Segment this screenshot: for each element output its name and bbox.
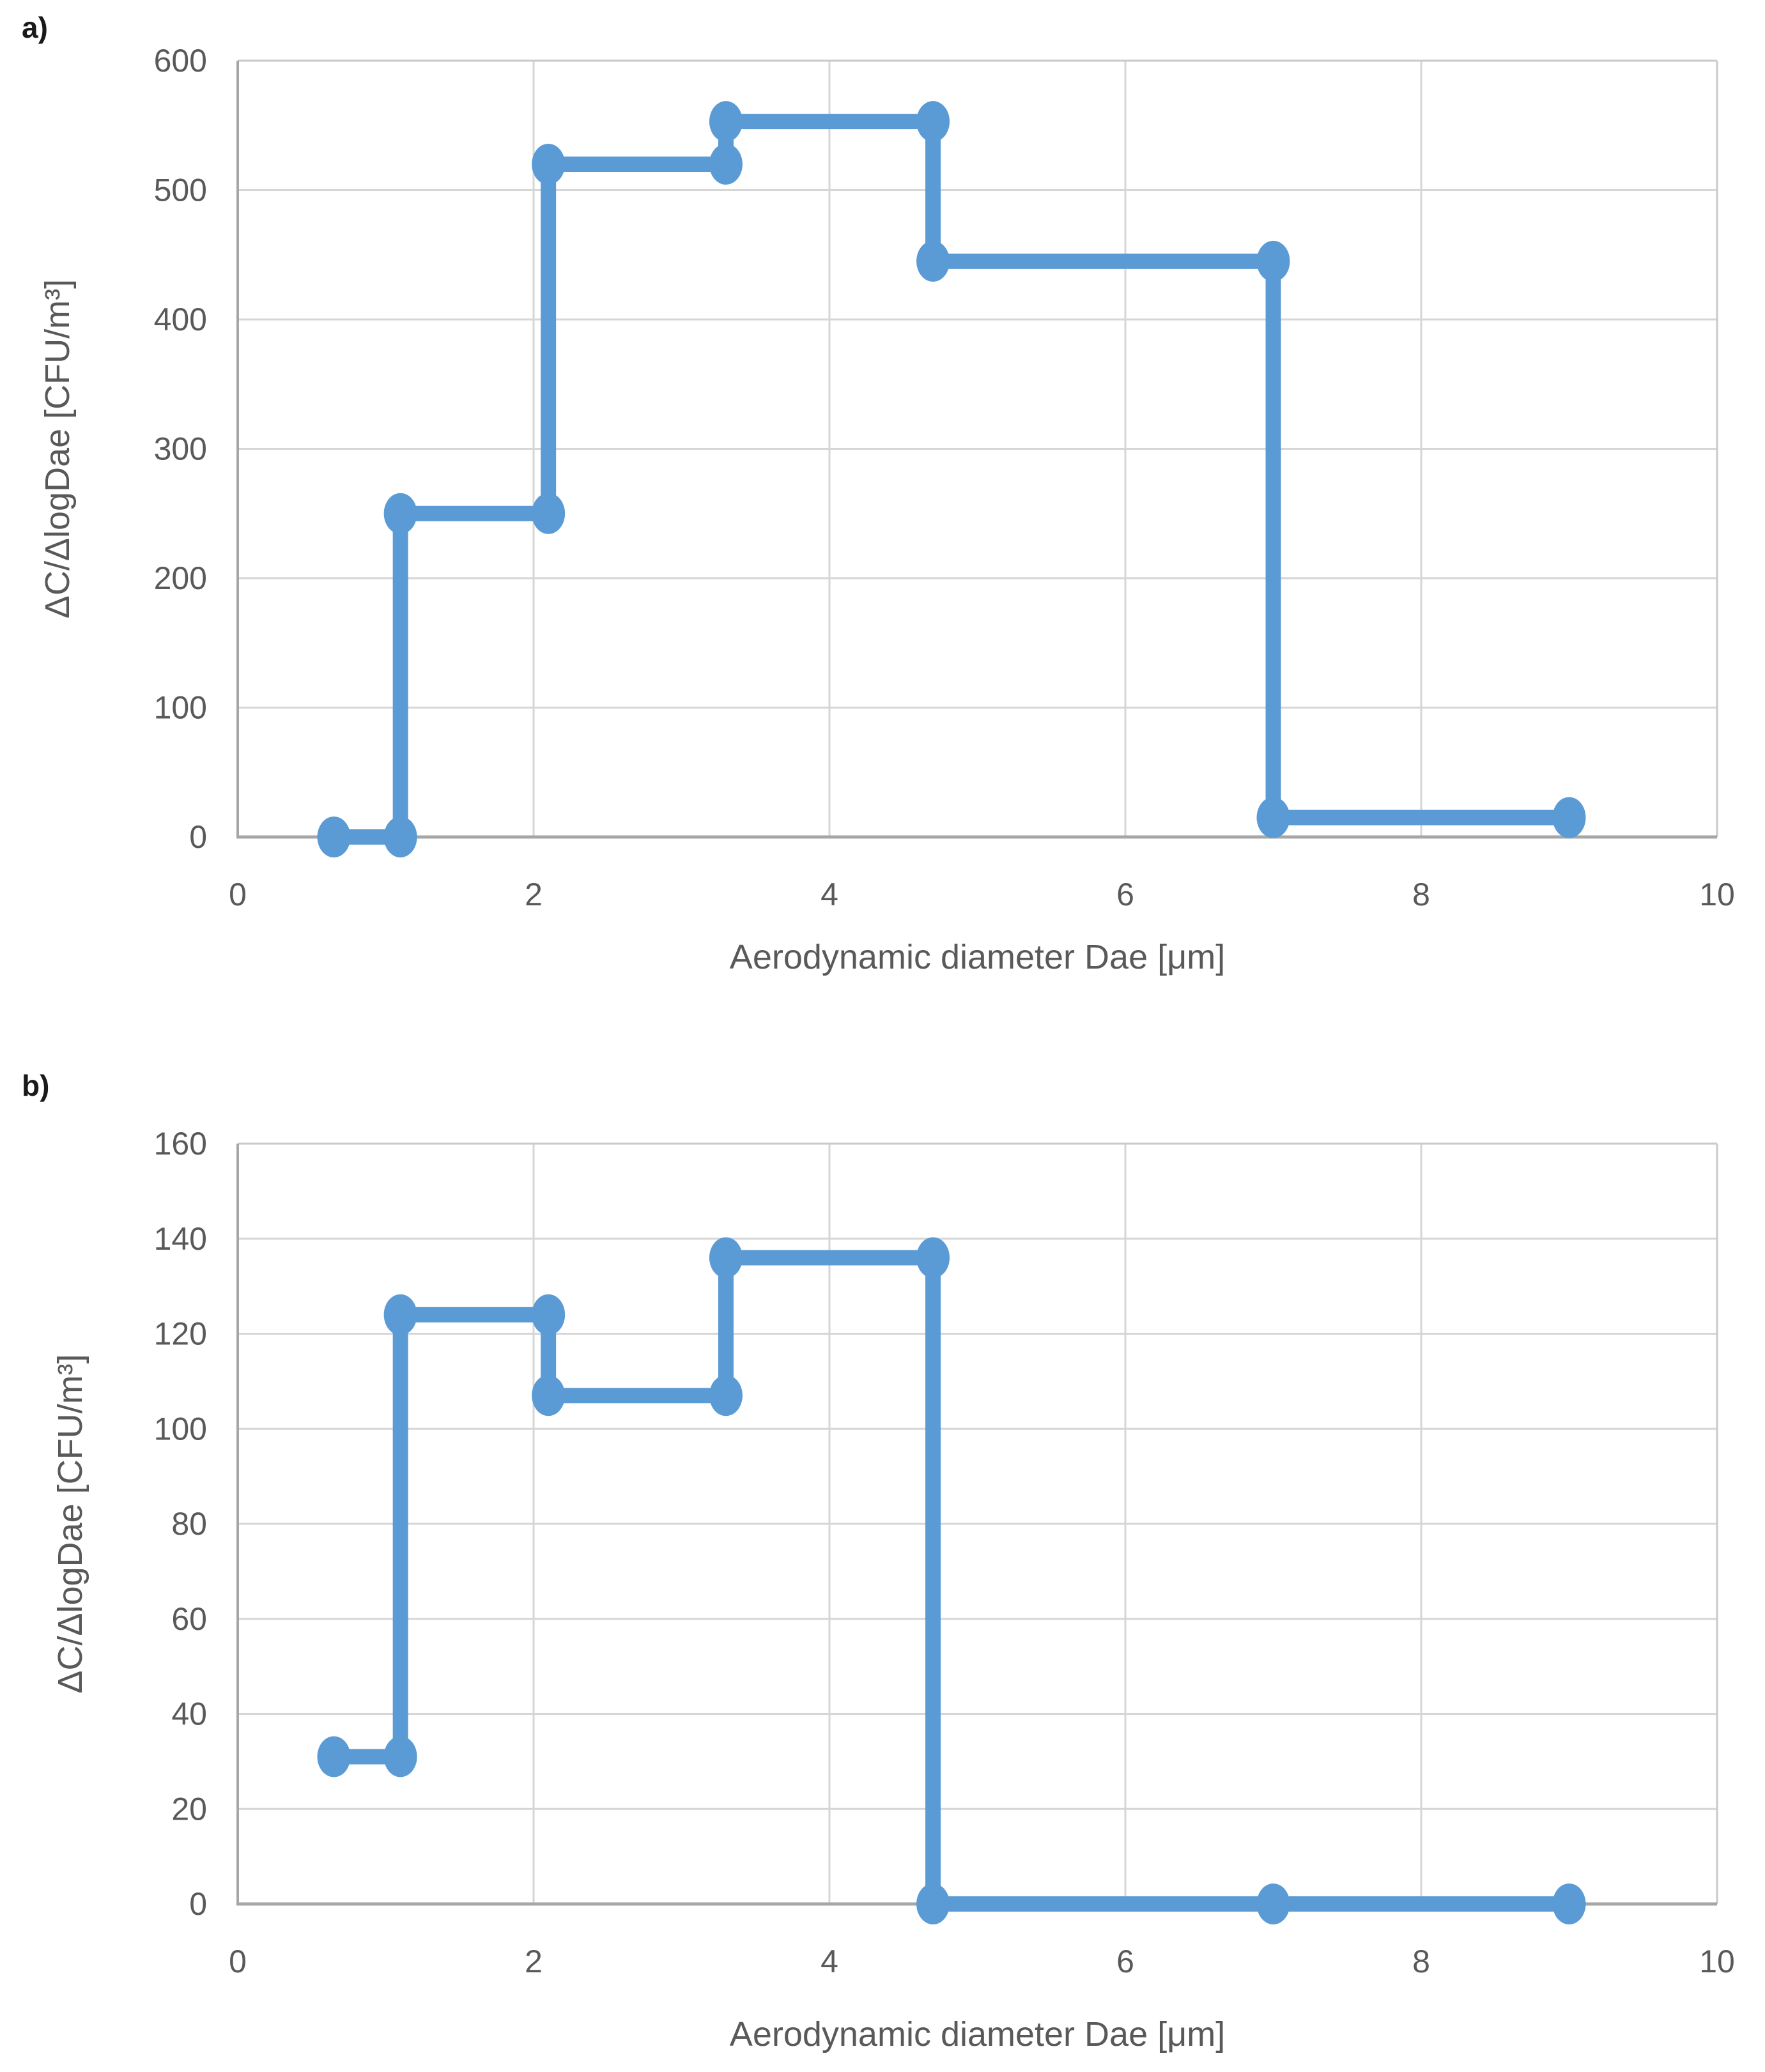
data-point-marker (532, 1375, 566, 1416)
data-point-marker (916, 1237, 950, 1278)
data-point-marker (383, 493, 417, 534)
y-tick-label: 600 (154, 43, 207, 79)
x-axis-title: Aerodynamic diameter Dae [μm] (730, 2015, 1225, 2053)
data-point-marker (1552, 1884, 1586, 1924)
data-point-marker (1256, 1884, 1290, 1924)
x-tick-label: 10 (1699, 1944, 1735, 1979)
data-point-marker (1256, 797, 1290, 838)
y-tick-label: 20 (171, 1791, 207, 1827)
data-point-marker (1256, 240, 1290, 282)
data-point-marker (916, 101, 950, 142)
y-axis-title: ΔC/ΔlogDae [CFU/m³] (38, 279, 77, 618)
y-tick-label: 500 (154, 173, 207, 208)
data-point-marker (709, 101, 743, 142)
series-step-line (326, 114, 1577, 845)
data-point-marker (383, 817, 417, 857)
y-tick-label: 60 (171, 1601, 207, 1637)
chart-panel-a: 0 100 200 300 400 500 600 0 2 4 6 8 10 Aerodynamic di… (38, 43, 1735, 976)
x-tick-label: 8 (1412, 1944, 1430, 1979)
y-axis-title: ΔC/ΔlogDae [CFU/m³] (51, 1354, 89, 1693)
x-axis-title: Aerodynamic diameter Dae [μm] (730, 938, 1225, 976)
y-tick-label: 120 (154, 1316, 207, 1352)
data-point-marker (709, 1237, 743, 1278)
y-tick-label: 200 (154, 560, 207, 596)
x-tick-label: 6 (1116, 1944, 1134, 1979)
data-point-marker (317, 1736, 351, 1777)
data-point-marker (532, 1294, 566, 1335)
data-point-marker (916, 1884, 950, 1924)
x-tick-label: 2 (525, 877, 543, 912)
x-tick-label: 6 (1116, 877, 1134, 912)
x-tick-label: 0 (229, 1944, 247, 1979)
data-point-marker (532, 493, 566, 534)
y-tick-label: 0 (189, 819, 207, 855)
panel-label-a: a) (22, 11, 48, 44)
x-tick-label: 4 (821, 877, 838, 912)
x-tick-label: 8 (1412, 877, 1430, 912)
y-tick-label: 140 (154, 1221, 207, 1257)
x-tick-label: 4 (821, 1944, 838, 1979)
data-point-marker (709, 144, 743, 185)
y-tick-label: 100 (154, 1411, 207, 1447)
x-tick-label: 10 (1699, 877, 1735, 912)
data-point-marker (317, 817, 351, 857)
data-point-marker (916, 240, 950, 282)
data-point-marker (1552, 797, 1586, 838)
chart-panel-b: 0 20 40 60 80 100 120 140 160 0 2 4 6 8 10 Aerodynamic … (51, 1126, 1735, 2053)
y-tick-label: 160 (154, 1126, 207, 1162)
series-step-line (326, 1250, 1577, 1912)
data-point-marker (709, 1375, 743, 1416)
x-tick-label: 2 (525, 1944, 543, 1979)
y-tick-label: 400 (154, 302, 207, 337)
data-point-marker (383, 1736, 417, 1777)
y-tick-label: 100 (154, 690, 207, 726)
y-tick-label: 0 (189, 1886, 207, 1922)
x-tick-label: 0 (229, 877, 247, 912)
y-tick-label: 300 (154, 431, 207, 467)
panel-label-b: b) (22, 1069, 50, 1102)
y-tick-label: 40 (171, 1696, 207, 1732)
data-point-marker (383, 1294, 417, 1335)
data-point-marker (532, 144, 566, 185)
y-tick-label: 80 (171, 1506, 207, 1542)
